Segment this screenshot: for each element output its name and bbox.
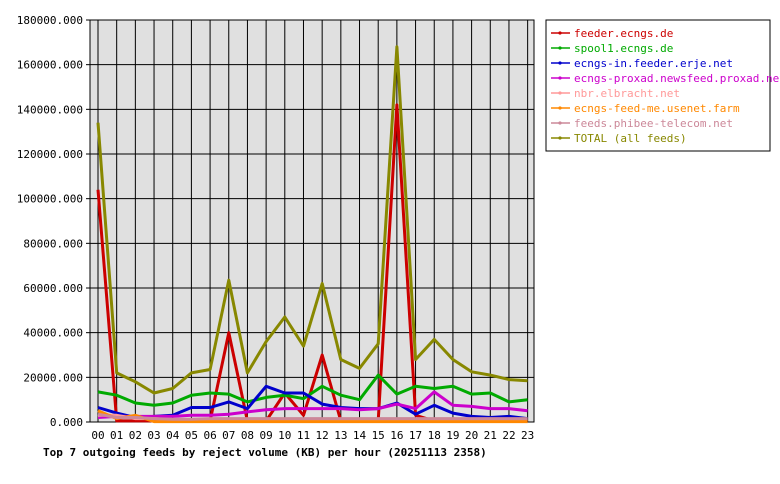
legend-marker — [558, 76, 562, 80]
x-tick-label: 12 — [316, 429, 329, 442]
legend-marker — [558, 106, 562, 110]
y-tick-label: 40000.000 — [23, 327, 83, 340]
legend-label: ecngs-proxad.newsfeed.proxad.net — [574, 72, 780, 85]
x-tick-label: 03 — [147, 429, 160, 442]
legend-marker — [558, 61, 562, 65]
x-tick-label: 21 — [484, 429, 497, 442]
legend-label: ecngs-feed-me.usenet.farm — [574, 102, 740, 115]
x-tick-label: 15 — [372, 429, 385, 442]
y-tick-label: 160000.000 — [17, 59, 83, 72]
legend-marker — [558, 121, 562, 125]
x-tick-label: 17 — [409, 429, 422, 442]
x-tick-label: 08 — [241, 429, 254, 442]
legend-label: feeds.phibee-telecom.net — [574, 117, 733, 130]
x-tick-label: 00 — [91, 429, 104, 442]
legend-label: TOTAL (all feeds) — [574, 132, 687, 145]
y-tick-label: 100000.000 — [17, 193, 83, 206]
legend-marker — [558, 136, 562, 140]
x-tick-label: 06 — [203, 429, 216, 442]
y-tick-label: 0.000 — [50, 416, 83, 429]
series-line — [97, 409, 528, 424]
legend-marker — [558, 31, 562, 35]
legend-label: nbr.elbracht.net — [574, 87, 680, 100]
legend-label: feeder.ecngs.de — [574, 27, 673, 40]
x-tick-label: 01 — [110, 429, 123, 442]
series-line — [97, 412, 528, 421]
series-line — [97, 390, 528, 419]
y-tick-label: 140000.000 — [17, 103, 83, 116]
x-tick-label: 16 — [390, 429, 403, 442]
y-tick-label: 20000.000 — [23, 371, 83, 384]
x-tick-label: 14 — [353, 429, 367, 442]
x-tick-label: 05 — [185, 429, 198, 442]
x-tick-label: 11 — [297, 429, 310, 442]
x-tick-label: 23 — [521, 429, 534, 442]
x-tick-label: 04 — [166, 429, 180, 442]
series-line — [97, 373, 528, 407]
legend-marker — [558, 91, 562, 95]
chart-title: Top 7 outgoing feeds by reject volume (K… — [43, 446, 487, 459]
y-tick-label: 120000.000 — [17, 148, 83, 161]
x-tick-label: 02 — [129, 429, 142, 442]
legend-label: ecngs-in.feeder.erje.net — [574, 57, 733, 70]
x-tick-label: 19 — [446, 429, 459, 442]
x-tick-label: 22 — [502, 429, 515, 442]
y-tick-label: 60000.000 — [23, 282, 83, 295]
x-tick-label: 09 — [259, 429, 272, 442]
x-tick-label: 18 — [428, 429, 441, 442]
series-line — [96, 45, 528, 395]
legend-box — [545, 19, 771, 152]
legend-marker — [558, 46, 562, 50]
x-tick-label: 07 — [222, 429, 235, 442]
x-tick-label: 20 — [465, 429, 478, 442]
x-tick-label: 10 — [278, 429, 291, 442]
x-tick-label: 13 — [334, 429, 347, 442]
legend-label: spool1.ecngs.de — [574, 42, 673, 55]
plot-background — [89, 19, 535, 423]
y-tick-label: 80000.000 — [23, 237, 83, 250]
y-tick-label: 180000.000 — [17, 14, 83, 27]
